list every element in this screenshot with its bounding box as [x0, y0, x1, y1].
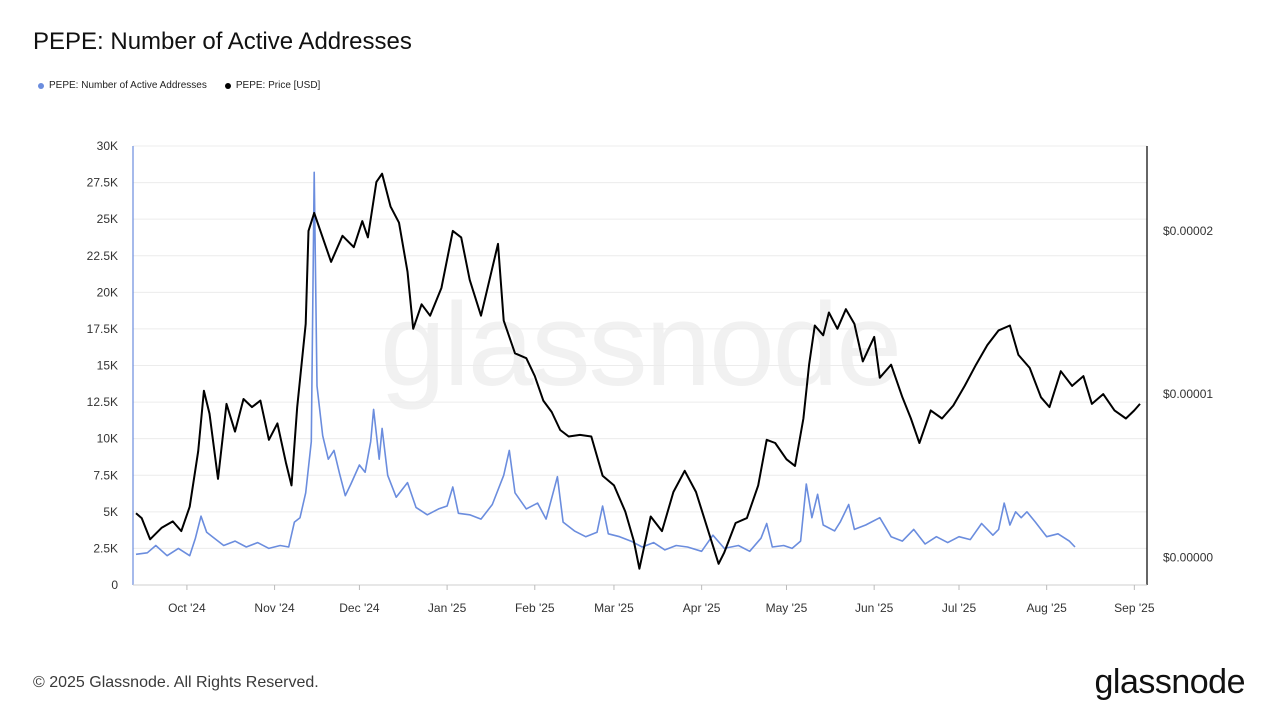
- legend-item-price[interactable]: PEPE: Price [USD]: [224, 80, 321, 91]
- brand-logo: glassnode: [1094, 663, 1245, 701]
- left-tick-label: 22.5K: [87, 249, 118, 263]
- left-tick-label: 2.5K: [93, 541, 118, 555]
- left-tick-label: 15K: [97, 359, 118, 373]
- legend-label-price: PEPE: Price [USD]: [235, 80, 321, 91]
- x-tick-label: Mar '25: [594, 601, 634, 615]
- x-tick-label: Apr '25: [683, 601, 721, 615]
- axes: [132, 146, 1148, 586]
- series-line-active-addresses: [135, 171, 1076, 557]
- x-tick-label: May '25: [766, 601, 808, 615]
- left-axis-ticks: 0 2.5K 5K 7.5K 10K 12.5K 15K 17.5K 20K 22.5K 25K 27…: [87, 139, 119, 592]
- x-tick-label: Dec '24: [339, 601, 380, 615]
- left-tick-label: 27.5K: [87, 176, 118, 190]
- legend-swatch-active-addresses: [38, 82, 44, 89]
- x-tick-label: Sep '25: [1114, 601, 1155, 615]
- left-tick-label: 5K: [103, 505, 118, 519]
- x-tick-label: Jun '25: [855, 601, 894, 615]
- chart-legend: PEPE: Number of Active Addresses PEPE: P…: [38, 80, 320, 91]
- x-tick-label: Jul '25: [942, 601, 977, 615]
- x-tick-label: Feb '25: [515, 601, 555, 615]
- legend-swatch-price: [224, 82, 231, 89]
- x-tick-label: Oct '24: [168, 601, 206, 615]
- right-tick-label: $0.00000: [1163, 550, 1213, 564]
- left-tick-label: 25K: [97, 212, 118, 226]
- right-tick-label: $0.00001: [1163, 387, 1213, 401]
- series-layer: [135, 171, 1141, 570]
- legend-label-active-addresses: PEPE: Number of Active Addresses: [49, 80, 207, 91]
- left-tick-label: 0: [111, 578, 118, 592]
- left-tick-label: 30K: [97, 139, 118, 153]
- left-tick-label: 12.5K: [87, 395, 118, 409]
- right-axis-ticks: $0.00000 $0.00001 $0.00002: [1163, 224, 1213, 564]
- left-tick-label: 7.5K: [93, 468, 118, 482]
- x-tick-label: Nov '24: [254, 601, 295, 615]
- series-line-price: [135, 172, 1141, 570]
- watermark: glassnode: [380, 279, 900, 411]
- legend-item-active-addresses[interactable]: PEPE: Number of Active Addresses: [38, 80, 207, 91]
- right-tick-label: $0.00002: [1163, 224, 1213, 238]
- x-tick-label: Jan '25: [428, 601, 467, 615]
- copyright-notice: © 2025 Glassnode. All Rights Reserved.: [33, 674, 319, 691]
- left-tick-label: 10K: [97, 432, 118, 446]
- x-tick-label: Aug '25: [1027, 601, 1068, 615]
- left-tick-label: 20K: [97, 285, 118, 299]
- left-tick-label: 17.5K: [87, 322, 118, 336]
- chart-title: PEPE: Number of Active Addresses: [33, 28, 412, 55]
- x-axis-ticks: Oct '24 Nov '24 Dec '24 Jan '25 Feb '25 Mar '…: [168, 585, 1155, 615]
